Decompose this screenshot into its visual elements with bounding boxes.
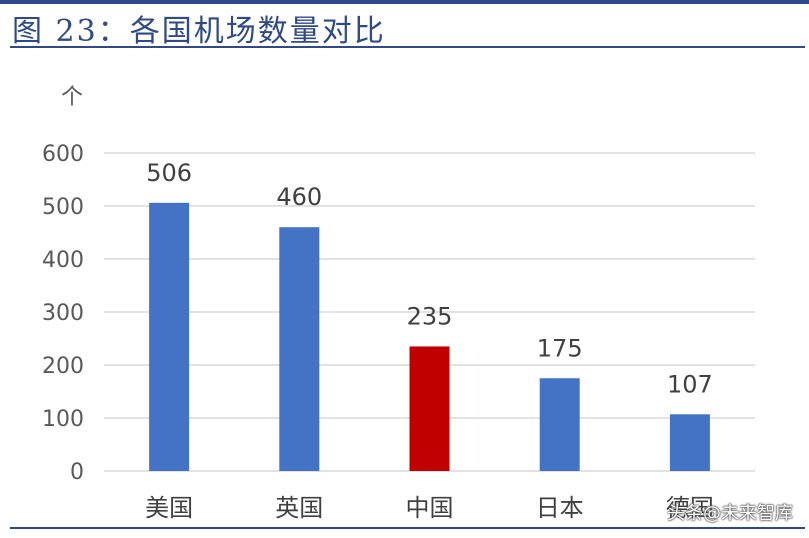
x-tick-label: 日本 — [536, 494, 584, 522]
x-tick-label: 德国 — [666, 494, 714, 522]
y-tick-label: 0 — [70, 460, 84, 485]
bar-4 — [669, 414, 710, 471]
y-tick-label: 100 — [42, 407, 84, 432]
x-tick-label: 英国 — [275, 494, 323, 522]
y-tick-label: 600 — [42, 142, 84, 167]
top-border — [0, 0, 809, 4]
y-tick-label: 300 — [42, 301, 84, 326]
bars — [149, 202, 710, 471]
bar-0 — [149, 202, 190, 471]
data-label: 107 — [667, 370, 713, 398]
y-tick-label: 200 — [42, 354, 84, 379]
y-tick-label: 500 — [42, 195, 84, 220]
x-tick-label: 美国 — [145, 494, 193, 522]
x-axis-ticks: 美国 英国 中国 日本 德国 — [145, 494, 714, 522]
bar-2 — [409, 346, 450, 471]
title-underline — [10, 46, 805, 48]
y-unit-label: 个 — [61, 85, 83, 110]
data-label: 460 — [276, 183, 322, 211]
data-labels: 506 460 235 175 107 — [146, 159, 713, 398]
figure-title: 图 23：各国机场数量对比 — [12, 14, 386, 49]
x-tick-label: 中国 — [406, 494, 454, 522]
watermark: 头条@未来智库 — [667, 503, 793, 524]
y-tick-label: 400 — [42, 248, 84, 273]
data-label: 175 — [537, 334, 583, 362]
data-label: 235 — [407, 302, 453, 330]
bottom-border — [10, 527, 805, 529]
bar-1 — [279, 227, 320, 471]
y-axis-ticks: 0 100 200 300 400 500 600 — [42, 142, 84, 485]
data-label: 506 — [146, 159, 192, 187]
bar-3 — [539, 378, 580, 471]
